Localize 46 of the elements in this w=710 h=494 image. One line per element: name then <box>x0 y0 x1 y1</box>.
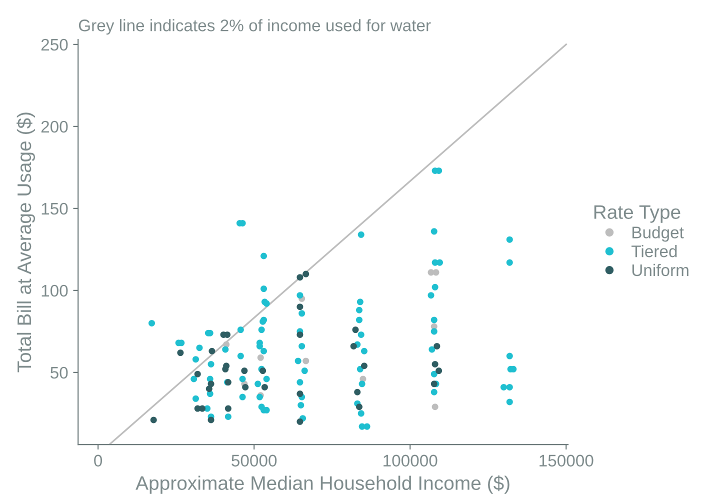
y-axis-title: Total Bill at Average Usage ($) <box>16 112 36 372</box>
chart-title: Grey line indicates 2% of income used for water <box>78 19 431 35</box>
point <box>199 405 206 412</box>
point <box>352 326 359 334</box>
point <box>432 404 438 410</box>
x-tick-label: 150000 <box>540 454 594 467</box>
point <box>194 370 201 378</box>
y-tick-label: 250 <box>41 38 68 51</box>
point <box>302 270 310 278</box>
x-tick-label: 100000 <box>384 454 438 467</box>
point <box>241 368 248 374</box>
point <box>177 350 184 356</box>
legend-label: Tiered <box>632 245 677 258</box>
point <box>257 354 264 361</box>
point <box>206 386 212 392</box>
point <box>223 362 230 370</box>
legend-label: Budget <box>632 226 684 242</box>
point <box>208 416 214 424</box>
point <box>150 416 157 424</box>
x-tick-label: 0 <box>94 454 102 467</box>
y-tick-label: 100 <box>42 284 68 297</box>
point <box>350 342 357 350</box>
point <box>296 390 304 398</box>
point <box>432 360 438 368</box>
x-axis-title: Approximate Median Household Income ($) <box>136 475 510 494</box>
point <box>208 348 216 354</box>
point <box>296 418 304 425</box>
point <box>302 358 310 364</box>
point <box>296 331 304 338</box>
point <box>224 405 232 412</box>
point <box>436 368 442 374</box>
y-tick-label: 200 <box>41 120 68 133</box>
y-tick-label: 150 <box>42 202 68 215</box>
legend-label: Uniform <box>632 264 688 276</box>
point <box>242 384 249 390</box>
legend-title: Rate Type <box>594 205 680 223</box>
point <box>261 384 268 390</box>
point <box>296 274 304 281</box>
point <box>360 362 368 370</box>
point <box>356 404 363 410</box>
point <box>432 269 440 276</box>
point <box>296 304 304 310</box>
point <box>354 388 361 396</box>
y-tick-label: 50 <box>50 366 68 379</box>
point <box>434 342 440 350</box>
x-tick-label: 50000 <box>232 454 277 467</box>
